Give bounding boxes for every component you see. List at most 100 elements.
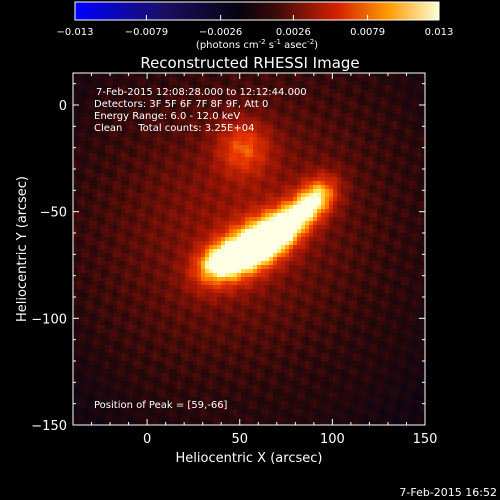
heatmap-cell xyxy=(413,133,418,138)
heatmap-cell xyxy=(165,157,170,162)
heatmap-cell xyxy=(381,213,386,218)
heatmap-cell xyxy=(181,85,186,90)
heatmap-cell xyxy=(117,77,122,82)
heatmap-cell xyxy=(413,253,418,258)
heatmap-cell xyxy=(105,101,110,106)
heatmap-cell xyxy=(125,157,130,162)
heatmap-cell xyxy=(409,181,414,186)
heatmap-cell xyxy=(85,281,90,286)
heatmap-cell xyxy=(281,77,286,82)
heatmap-cell xyxy=(149,193,154,198)
heatmap-cell xyxy=(361,253,366,258)
heatmap-cell xyxy=(213,249,218,254)
heatmap-cell xyxy=(109,93,114,98)
heatmap-cell xyxy=(277,117,282,122)
heatmap-cell xyxy=(297,289,302,294)
heatmap-cell xyxy=(113,193,118,198)
heatmap-cell xyxy=(381,173,386,178)
heatmap-cell xyxy=(341,201,346,206)
heatmap-cell xyxy=(277,265,282,270)
heatmap-cell xyxy=(201,233,206,238)
heatmap-cell xyxy=(317,217,322,222)
colorbar-tick-label: −0.0026 xyxy=(199,27,242,38)
heatmap-cell xyxy=(229,165,234,170)
heatmap-cell xyxy=(93,185,98,190)
heatmap-cell xyxy=(137,289,142,294)
heatmap-cell xyxy=(161,137,166,142)
heatmap-cell xyxy=(269,233,274,238)
heatmap-cell xyxy=(289,289,294,294)
heatmap-cell xyxy=(285,81,290,86)
heatmap-cell xyxy=(309,285,314,290)
heatmap-cell xyxy=(189,169,194,174)
heatmap-cell xyxy=(389,261,394,266)
heatmap-cell xyxy=(353,237,358,242)
heatmap-cell xyxy=(217,121,222,126)
heatmap-cell xyxy=(133,149,138,154)
heatmap-cell xyxy=(189,129,194,134)
heatmap-cell xyxy=(209,105,214,110)
heatmap-cell xyxy=(357,201,362,206)
heatmap-cell xyxy=(345,273,350,278)
heatmap-cell xyxy=(225,77,230,82)
heatmap-cell xyxy=(409,245,414,250)
heatmap-cell xyxy=(349,197,354,202)
heatmap-cell xyxy=(265,117,270,122)
heatmap-cell xyxy=(405,249,410,254)
heatmap-cell xyxy=(137,109,142,114)
heatmap-cell xyxy=(305,273,310,278)
heatmap-cell xyxy=(149,237,154,242)
heatmap-cell xyxy=(81,193,86,198)
heatmap-cell xyxy=(97,81,102,86)
heatmap-cell xyxy=(125,289,130,294)
heatmap-cell xyxy=(185,221,190,226)
heatmap-cell xyxy=(97,89,102,94)
heatmap-cell xyxy=(301,153,306,158)
heatmap-cell xyxy=(297,169,302,174)
heatmap-cell xyxy=(297,105,302,110)
heatmap-cell xyxy=(81,201,86,206)
heatmap-cell xyxy=(381,129,386,134)
heatmap-cell xyxy=(157,89,162,94)
heatmap-cell xyxy=(393,249,398,254)
heatmap-cell xyxy=(221,225,226,230)
heatmap-cell xyxy=(301,289,306,294)
heatmap-cell xyxy=(89,105,94,110)
heatmap-cell xyxy=(141,237,146,242)
heatmap-cell xyxy=(289,221,294,226)
heatmap-cell xyxy=(205,237,210,242)
heatmap-cell xyxy=(409,277,414,282)
heatmap-cell xyxy=(169,293,174,298)
heatmap-cell xyxy=(357,85,362,90)
heatmap-cell xyxy=(165,193,170,198)
heatmap-cell xyxy=(317,93,322,98)
heatmap-cell xyxy=(325,285,330,290)
heatmap-cell xyxy=(289,185,294,190)
heatmap-cell xyxy=(409,165,414,170)
heatmap-cell xyxy=(353,173,358,178)
heatmap-cell xyxy=(269,109,274,114)
heatmap-cell xyxy=(125,233,130,238)
heatmap-cell xyxy=(353,149,358,154)
heatmap-cell xyxy=(413,277,418,282)
heatmap-cell xyxy=(365,117,370,122)
heatmap-cell xyxy=(289,165,294,170)
heatmap-cell xyxy=(349,113,354,118)
heatmap-cell xyxy=(273,233,278,238)
colorbar-unit-label: (photons cm-2 s-1 asec-2) xyxy=(196,38,318,51)
heatmap-cell xyxy=(229,85,234,90)
heatmap-cell xyxy=(93,289,98,294)
heatmap-cell xyxy=(105,213,110,218)
heatmap-cell xyxy=(129,257,134,262)
heatmap-cell xyxy=(121,221,126,226)
heatmap-cell xyxy=(317,209,322,214)
heatmap-cell xyxy=(145,173,150,178)
heatmap-cell xyxy=(393,265,398,270)
heatmap-cell xyxy=(245,197,250,202)
heatmap-cell xyxy=(321,225,326,230)
heatmap-cell xyxy=(305,97,310,102)
heatmap-cell xyxy=(369,73,374,78)
heatmap-cell xyxy=(221,229,226,234)
heatmap-cell xyxy=(209,181,214,186)
heatmap-cell xyxy=(233,289,238,294)
